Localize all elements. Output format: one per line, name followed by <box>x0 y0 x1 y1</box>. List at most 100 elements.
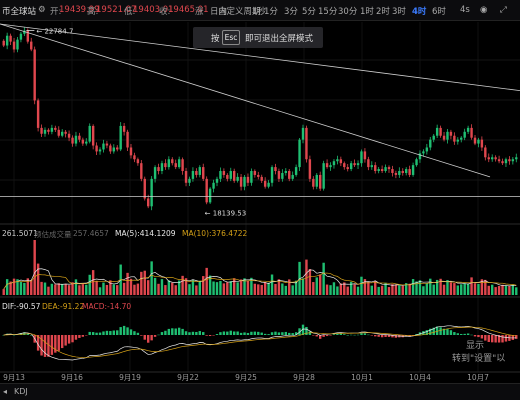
high-annotation: ← 22784.7 <box>36 27 73 35</box>
volume-bar-58 <box>202 276 205 295</box>
macd-bar-149 <box>515 335 518 339</box>
candle-body-98 <box>339 159 343 164</box>
candle-body-69 <box>239 176 243 187</box>
volume-bar-64 <box>222 283 226 295</box>
timeframe-10[interactable]: 3时 <box>392 7 406 17</box>
volume-bar-125 <box>432 284 435 295</box>
volume-bar-23 <box>81 284 85 295</box>
refresh-rate[interactable]: 4s <box>460 5 470 15</box>
kdj-tab[interactable]: KDJ <box>14 387 28 396</box>
candle-body-104 <box>360 151 363 164</box>
timeframe-3[interactable]: 1分 <box>264 7 278 17</box>
macd-bar-25 <box>88 331 91 335</box>
candle-body-27 <box>95 145 98 152</box>
macd-bar-35 <box>122 325 126 335</box>
x-tick-label-1: 9月16 <box>61 373 83 382</box>
macd-bar-139 <box>480 335 484 339</box>
candle-body-50 <box>174 163 177 168</box>
macd-bar-103 <box>356 334 360 336</box>
macd-bar-129 <box>446 329 449 335</box>
candle-body-92 <box>318 174 322 189</box>
volume-bar-18 <box>64 284 67 295</box>
timeframe-11[interactable]: 4时 <box>412 7 427 17</box>
volume-bar-99 <box>343 282 346 295</box>
x-tick-label-3: 9月22 <box>177 373 199 382</box>
volume-bar-12 <box>43 282 47 295</box>
volume-bar-135 <box>466 283 470 295</box>
macd-bar-113 <box>391 335 394 338</box>
macd-bar-19 <box>67 335 71 344</box>
macd-bar-144 <box>497 335 501 343</box>
candle-body-31 <box>109 145 112 152</box>
volume-bar-39 <box>136 283 140 295</box>
volume-bar-94 <box>325 284 329 295</box>
macd-bar-92 <box>318 335 322 339</box>
candle-body-3 <box>12 41 16 50</box>
candle-body-13 <box>47 129 50 132</box>
symbol-label[interactable]: 币全球站 <box>2 7 37 17</box>
candle-body-34 <box>119 125 122 150</box>
candle-body-64 <box>222 171 226 175</box>
macd-bar-34 <box>119 327 122 335</box>
volume-bar-100 <box>346 286 349 295</box>
candle-body-141 <box>487 157 490 160</box>
macd-bar-131 <box>453 332 456 335</box>
candle-body-55 <box>191 171 195 179</box>
timeframe-0[interactable]: 日内 <box>210 7 228 17</box>
volume-bar-44 <box>153 277 157 295</box>
volume-bar-40 <box>140 271 143 295</box>
macd-bar-71 <box>246 332 250 335</box>
candle-body-71 <box>246 176 250 183</box>
volume-bar-24 <box>85 284 88 295</box>
timeframe-1[interactable]: 自定义周期 <box>218 7 261 17</box>
timeframe-12[interactable]: 6时 <box>432 7 446 17</box>
volume-bar-28 <box>98 287 102 295</box>
volume-bar-102 <box>353 284 356 295</box>
candle-body-115 <box>398 171 401 175</box>
timeframe-8[interactable]: 1时 <box>360 7 374 17</box>
camera-icon[interactable]: ◉ <box>480 5 488 15</box>
timeframe-4[interactable]: 3分 <box>284 7 298 17</box>
volume-bar-87 <box>301 278 305 295</box>
volume-estimate-value: 257.4657 <box>73 229 109 238</box>
esc-key[interactable]: Esc <box>222 30 240 45</box>
volume-bar-101 <box>349 281 353 295</box>
volume-bar-20 <box>71 282 74 295</box>
candle-body-138 <box>477 139 480 144</box>
candle-body-38 <box>133 155 136 160</box>
macd-bar-10 <box>36 335 40 351</box>
fullscreen-icon[interactable]: ⤢ <box>500 5 507 15</box>
volume-bar-91 <box>315 277 318 295</box>
macd-dea-line <box>3 326 517 358</box>
macd-bar-95 <box>329 335 332 336</box>
volume-bar-93 <box>322 262 325 295</box>
macd-bar-143 <box>494 335 497 343</box>
candle-body-91 <box>315 174 318 187</box>
volume-bar-55 <box>191 279 195 295</box>
candle-body-144 <box>497 159 501 162</box>
volume-bar-75 <box>260 284 263 295</box>
volume-bar-109 <box>377 286 380 295</box>
candle-body-136 <box>470 127 473 138</box>
expand-icon[interactable]: ◂ <box>3 387 8 396</box>
volume-bar-50 <box>174 285 177 295</box>
candle-body-41 <box>143 178 146 199</box>
macd-bar-148 <box>511 335 515 340</box>
volume-bar-82 <box>284 285 288 295</box>
macd-bar-128 <box>442 328 446 335</box>
candle-body-57 <box>198 167 202 175</box>
volume-bar-48 <box>167 280 171 295</box>
candle-body-119 <box>411 165 415 175</box>
timeframe-2[interactable]: 1秒 <box>252 7 266 17</box>
volume-estimate-label: 预估成交量 <box>34 230 72 239</box>
candle-body-49 <box>171 159 174 164</box>
settings-icon[interactable]: ⚙ <box>38 5 46 15</box>
timeframe-6[interactable]: 15分 <box>318 7 338 17</box>
macd-bar-43 <box>150 335 153 341</box>
volume-bar-105 <box>363 279 367 295</box>
macd-bar-140 <box>484 335 487 341</box>
timeframe-5[interactable]: 5分 <box>302 7 316 17</box>
timeframe-7[interactable]: 30分 <box>338 7 358 17</box>
timeframe-9[interactable]: 2时 <box>376 7 390 17</box>
volume-bar-4 <box>16 279 19 295</box>
